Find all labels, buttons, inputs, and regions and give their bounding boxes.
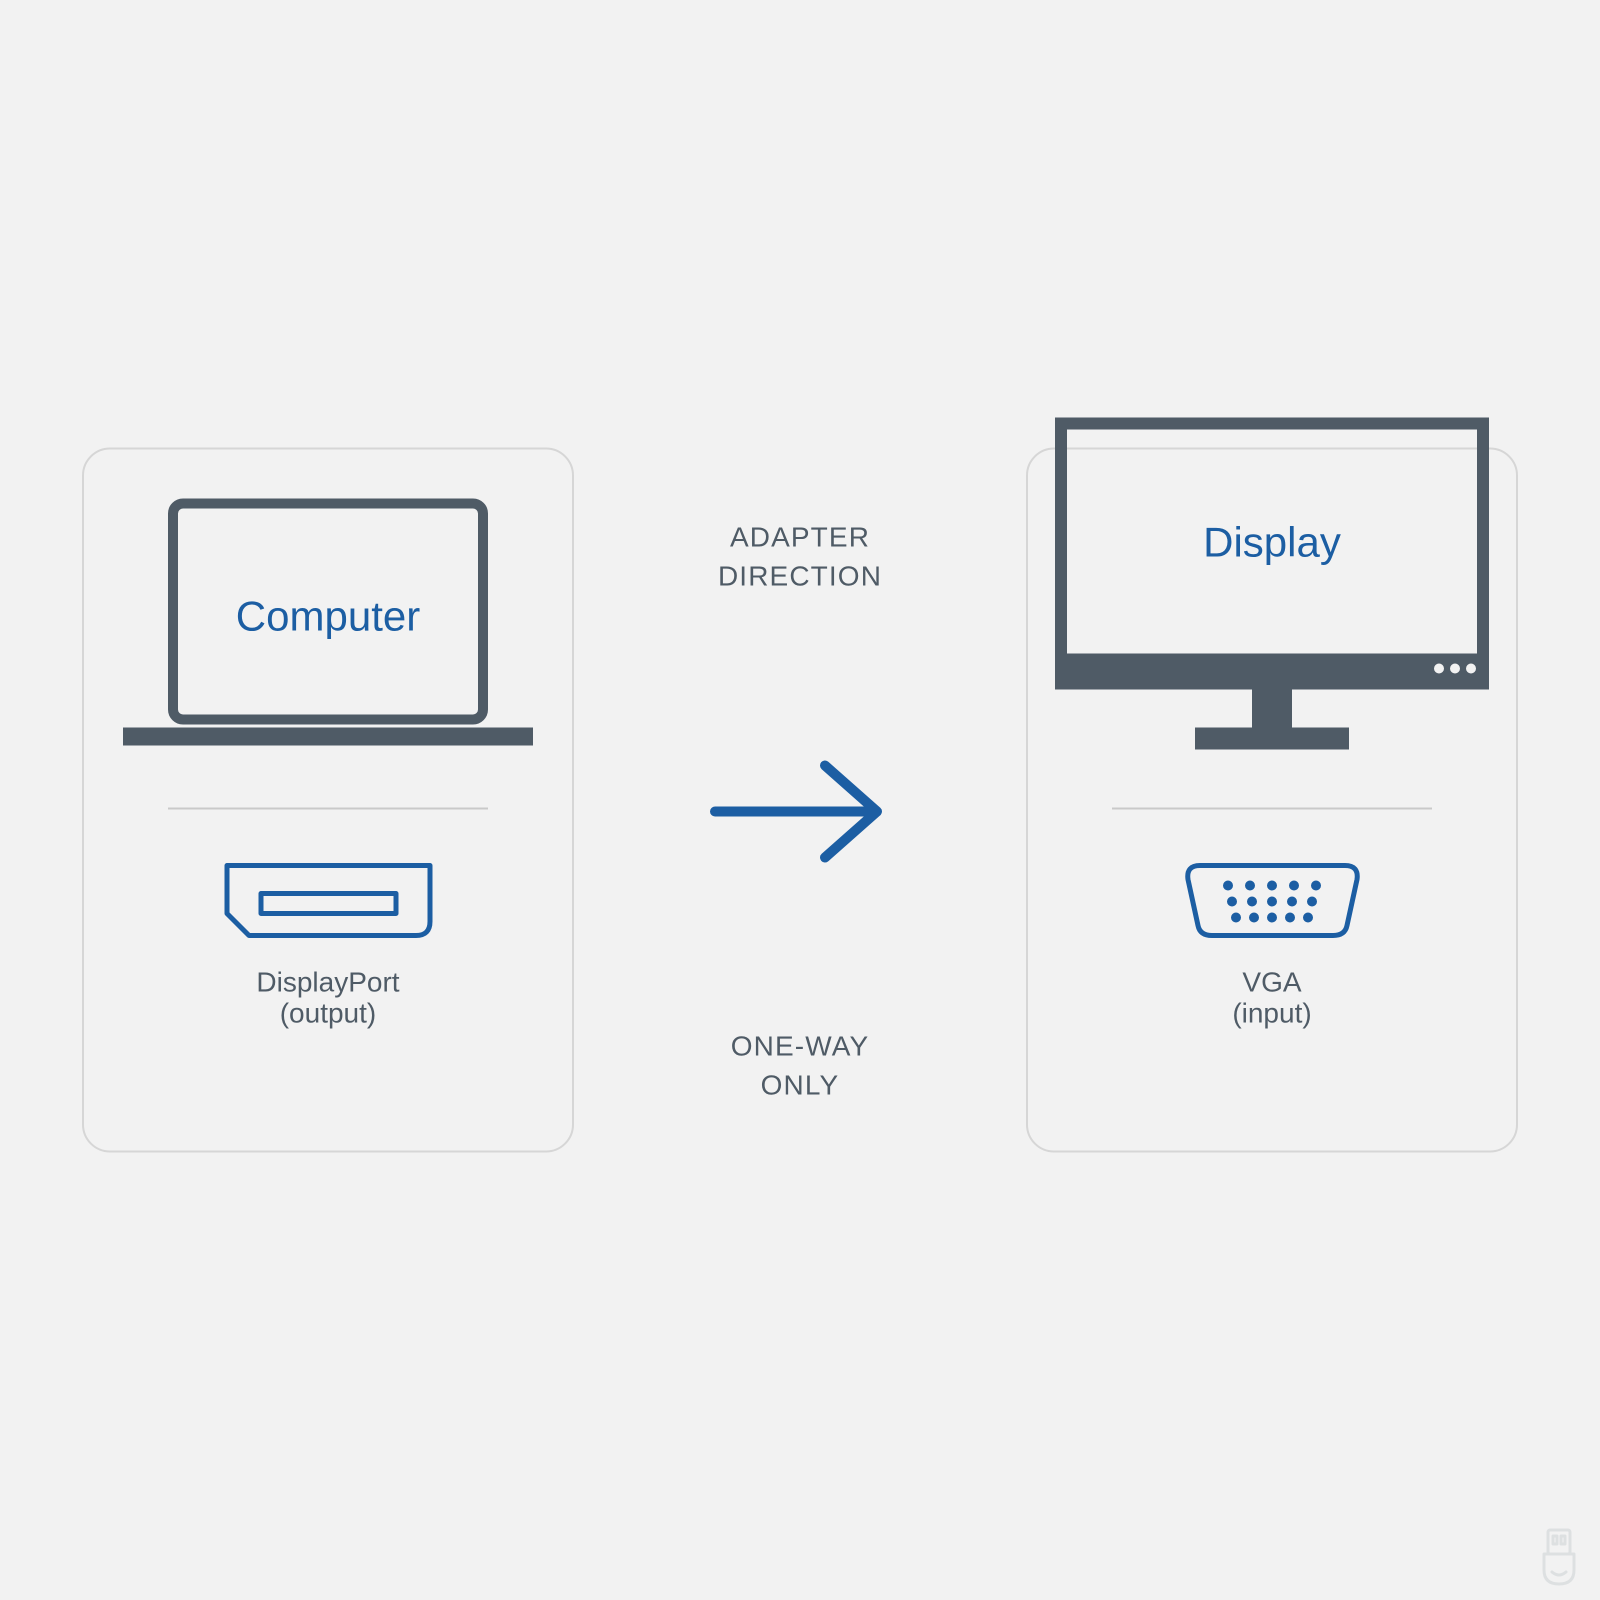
direction-top-line2: DIRECTION [718,561,882,592]
direction-bottom-line2: ONLY [761,1069,840,1100]
sink-port-name: VGA [1242,967,1301,998]
arrow-right-icon [705,751,895,871]
laptop-icon: Computer [123,498,533,758]
source-port-label: DisplayPort (output) [256,968,399,1030]
source-device-label: Computer [236,593,420,640]
source-port-role: (output) [280,997,377,1028]
direction-bottom-label: ONE-WAY ONLY [731,1026,870,1104]
source-port-name: DisplayPort [256,967,399,998]
sink-device-label: Display [1203,519,1341,566]
source-device: Computer [123,498,533,758]
sink-card: Display VGA (input) [1026,448,1518,1153]
adapter-direction-diagram: Computer DisplayPort (output) ADAPTER DI… [82,448,1518,1153]
direction-top-label: ADAPTER DIRECTION [718,518,882,596]
direction-column: ADAPTER DIRECTION ONE-WAY ONLY [670,448,930,1153]
sink-port-role: (input) [1232,997,1311,1028]
sink-port-label: VGA (input) [1232,968,1311,1030]
direction-bottom-line1: ONE-WAY [731,1030,870,1061]
monitor-icon: Display [1055,418,1489,758]
sink-port: VGA (input) [1028,860,1516,1030]
direction-top-line1: ADAPTER [730,522,870,553]
vga-icon [1180,860,1365,942]
divider [1112,808,1432,810]
sink-device: Display [1055,498,1489,758]
source-card: Computer DisplayPort (output) [82,448,574,1153]
source-port: DisplayPort (output) [84,860,572,1030]
divider [168,808,488,810]
plugable-watermark-icon [1538,1528,1580,1588]
displayport-icon [221,860,436,942]
